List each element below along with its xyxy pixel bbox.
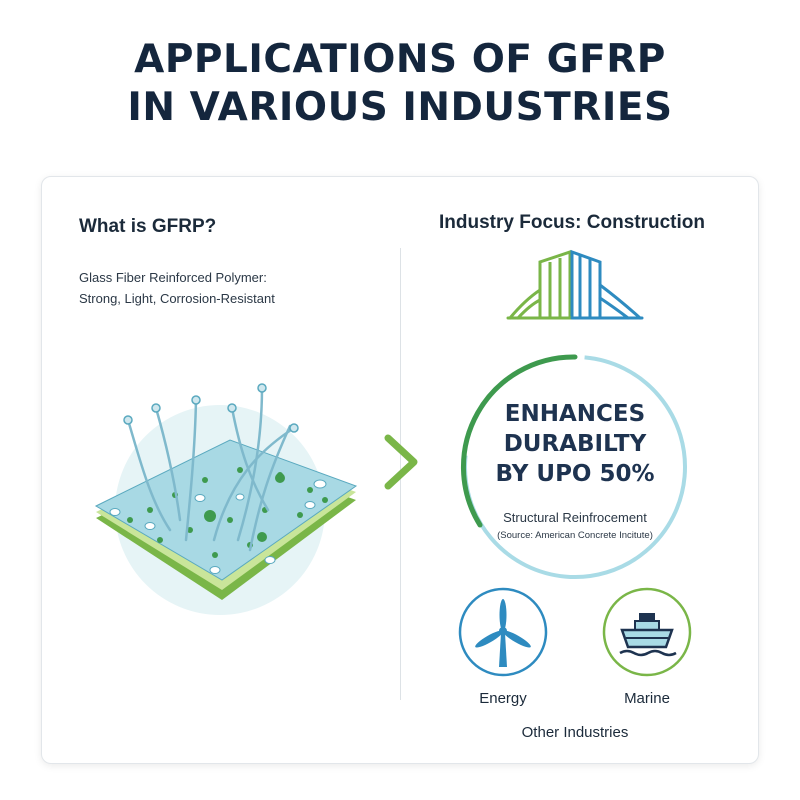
composite-bubbles bbox=[109, 479, 327, 574]
fiber-ends bbox=[123, 383, 299, 433]
other-industries-label: Other Industries bbox=[521, 724, 629, 741]
description-line-2: Strong, Light, Corrosion-Resistant bbox=[79, 291, 275, 306]
construction-building-bridge-icon bbox=[506, 249, 644, 320]
durability-stat: ENHANCES DURABILTY BY UPO 50% bbox=[468, 399, 682, 489]
industry-label-energy: Energy bbox=[479, 690, 527, 707]
chevron-right-icon bbox=[384, 434, 418, 490]
ship-icon bbox=[602, 587, 692, 677]
right-heading: Industry Focus: Construction bbox=[439, 212, 705, 233]
industry-label-marine: Marine bbox=[624, 690, 670, 707]
stat-line-1: ENHANCES bbox=[504, 401, 646, 427]
page-title: APPLICATIONS OF GFRP IN VARIOUS INDUSTRI… bbox=[0, 36, 800, 132]
title-line-2: IN VARIOUS INDUSTRIES bbox=[127, 85, 673, 130]
stat-line-3: BY UPO 50% bbox=[495, 461, 655, 487]
description-line-1: Glass Fiber Reinforced Polymer: bbox=[79, 270, 267, 285]
wind-turbine-icon bbox=[458, 587, 548, 677]
ring-progress bbox=[460, 354, 578, 528]
glass-fibers bbox=[126, 386, 296, 552]
stat-label: Structural Reinfrocement bbox=[503, 510, 647, 525]
stat-source: (Source: American Concrete Incitute) bbox=[497, 530, 653, 541]
left-heading: What is GFRP? bbox=[79, 216, 217, 237]
title-line-1: APPLICATIONS OF GFRP bbox=[134, 37, 666, 82]
gfrp-composite-layer-icon bbox=[94, 383, 358, 615]
gfrp-description: Glass Fiber Reinforced Polymer: Strong, … bbox=[79, 267, 275, 309]
composite-top-layer bbox=[94, 439, 358, 581]
stat-line-2: DURABILTY bbox=[503, 431, 647, 457]
durability-ring bbox=[460, 354, 687, 579]
